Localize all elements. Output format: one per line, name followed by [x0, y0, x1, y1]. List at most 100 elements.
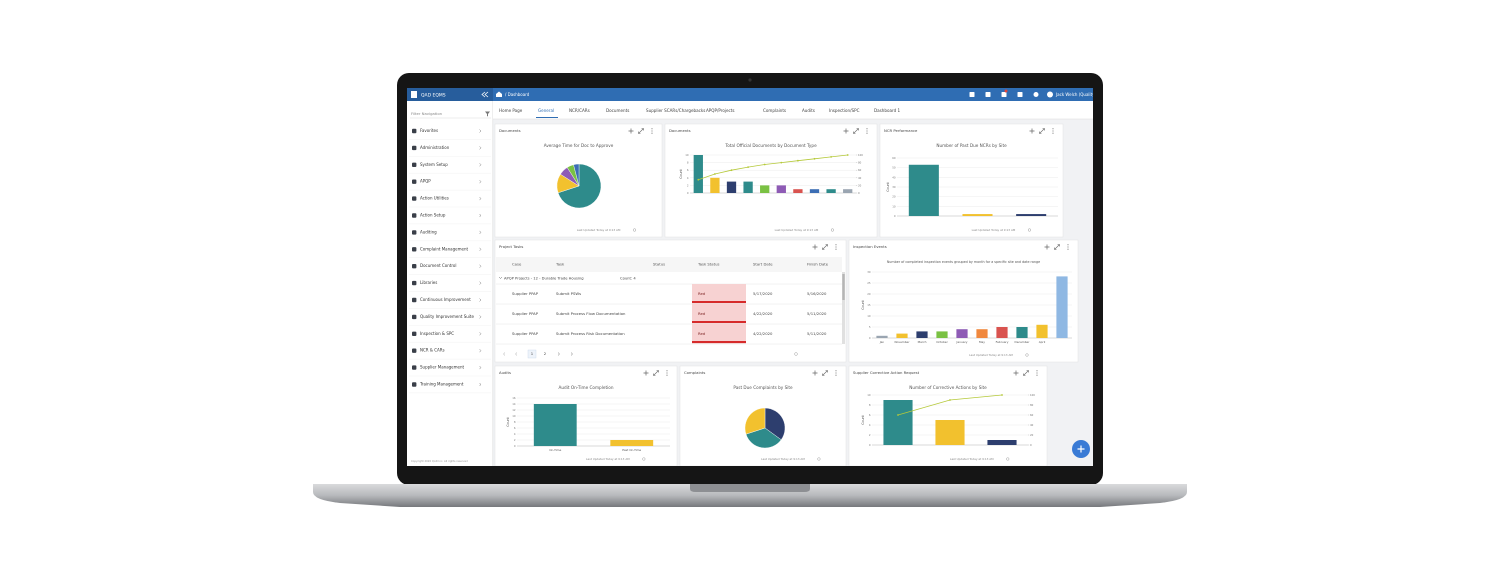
menu-dot[interactable]: [1067, 244, 1069, 246]
nav-item[interactable]: Administration: [420, 145, 450, 150]
nav-item[interactable]: System Setup: [420, 162, 448, 167]
add-icon[interactable]: [1029, 128, 1035, 134]
toolbar-icon[interactable]: [1017, 92, 1023, 97]
menu-dot[interactable]: [1052, 130, 1054, 132]
nav-item[interactable]: Action Utilities: [420, 196, 449, 201]
toolbar-icon[interactable]: [1001, 92, 1007, 97]
column-header[interactable]: Start Date: [753, 262, 773, 267]
nav-item[interactable]: Document Control: [420, 263, 456, 268]
nav-item[interactable]: Action Setup: [420, 213, 446, 218]
tab[interactable]: NCR/CARs: [569, 108, 590, 113]
tab[interactable]: Supplier SCARs/Chargebacks: [646, 108, 705, 113]
nav-item[interactable]: APQP: [420, 179, 431, 184]
add-icon[interactable]: [1044, 244, 1050, 250]
menu-dot[interactable]: [1067, 248, 1069, 250]
menu-dot[interactable]: [866, 128, 868, 130]
refresh-icon[interactable]: [794, 352, 798, 356]
column-header[interactable]: Task Status: [697, 262, 720, 267]
fab-plus: [1077, 445, 1085, 453]
nav-item[interactable]: Quality Improvement Suite: [420, 314, 474, 319]
refresh-icon[interactable]: [830, 228, 834, 232]
refresh-icon[interactable]: [633, 228, 637, 232]
pager-arrows-right[interactable]: [557, 352, 573, 356]
add-icon[interactable]: [643, 370, 649, 376]
refresh-icon[interactable]: [1006, 457, 1010, 461]
menu-dot[interactable]: [1036, 370, 1038, 372]
home-icon[interactable]: [496, 91, 502, 98]
collapse-icon[interactable]: [481, 91, 489, 98]
tab[interactable]: Inspection/SPC: [829, 108, 860, 113]
x-tick-label: April: [1039, 340, 1046, 344]
expand-icon[interactable]: [853, 128, 859, 134]
add-icon[interactable]: [1013, 370, 1019, 376]
nav-item[interactable]: Continuous Improvement: [420, 297, 471, 302]
toolbar-icon[interactable]: [985, 92, 991, 97]
add-icon[interactable]: [843, 128, 849, 134]
tab[interactable]: General: [538, 108, 554, 113]
menu-dot[interactable]: [866, 132, 868, 134]
menu-dot[interactable]: [651, 132, 653, 134]
nav-item[interactable]: Favorites: [420, 128, 438, 133]
expand-icon[interactable]: [638, 128, 644, 134]
menu-dot[interactable]: [1052, 128, 1054, 130]
nav-item[interactable]: Complaint Management: [420, 246, 469, 251]
page-number[interactable]: 1: [531, 351, 534, 356]
menu-dot[interactable]: [1067, 246, 1069, 248]
refresh-icon[interactable]: [817, 457, 821, 461]
menu-dot[interactable]: [835, 370, 837, 372]
page-number[interactable]: 2: [544, 351, 547, 356]
add-icon[interactable]: [812, 370, 818, 376]
nav-item[interactable]: Inspection & SPC: [420, 331, 454, 336]
nav-item[interactable]: Supplier Management: [420, 365, 465, 370]
refresh-icon[interactable]: [642, 457, 646, 461]
nav-item[interactable]: Auditing: [420, 229, 437, 234]
menu-dot[interactable]: [666, 372, 668, 374]
menu-dot[interactable]: [651, 130, 653, 132]
tab[interactable]: Dashboard 1: [874, 108, 901, 113]
menu-dot[interactable]: [835, 244, 837, 246]
add-icon[interactable]: [812, 244, 818, 250]
expand-icon[interactable]: [1039, 128, 1045, 134]
add-icon[interactable]: [628, 128, 634, 134]
y2-tick-label: 20: [1030, 433, 1034, 437]
toolbar-icon[interactable]: [969, 92, 975, 97]
expand-icon[interactable]: [1023, 370, 1029, 376]
column-header[interactable]: Task: [555, 262, 565, 267]
y-tick-label: 10: [867, 314, 871, 318]
column-header[interactable]: Status: [653, 262, 665, 267]
tab[interactable]: Audits: [802, 108, 815, 113]
expand-icon[interactable]: [653, 370, 659, 376]
line-point: [949, 399, 951, 401]
menu-dot[interactable]: [1036, 374, 1038, 376]
expand-icon[interactable]: [1054, 244, 1060, 250]
column-header[interactable]: Case: [512, 262, 522, 267]
menu-dot[interactable]: [666, 374, 668, 376]
filter-input[interactable]: Filter Navigation: [411, 111, 443, 116]
menu-dot[interactable]: [835, 246, 837, 248]
menu-dot[interactable]: [835, 248, 837, 250]
menu-dot[interactable]: [1052, 132, 1054, 134]
nav-item[interactable]: Libraries: [420, 280, 437, 285]
column-header[interactable]: Finish Date: [807, 262, 829, 267]
menu-dot[interactable]: [866, 130, 868, 132]
tab[interactable]: Home Page: [499, 108, 523, 113]
avatar[interactable]: [1047, 91, 1053, 98]
menu-dot[interactable]: [666, 370, 668, 372]
expand-icon[interactable]: [822, 370, 828, 376]
menu-dot[interactable]: [651, 128, 653, 130]
refresh-icon[interactable]: [1027, 228, 1031, 232]
refresh-icon[interactable]: [1025, 353, 1029, 357]
menu-dot[interactable]: [835, 374, 837, 376]
nav-item[interactable]: NCR & CARs: [420, 348, 445, 353]
y-tick-label: 4: [869, 423, 871, 427]
toolbar-icon[interactable]: [1033, 92, 1039, 97]
group-count: Count: 4: [620, 277, 636, 281]
menu-dot[interactable]: [1036, 372, 1038, 374]
menu-dot[interactable]: [835, 372, 837, 374]
tab[interactable]: APQP/Projects: [706, 108, 734, 113]
tab[interactable]: Documents: [606, 108, 629, 113]
pager-arrows-left[interactable]: [503, 352, 518, 356]
expand-icon[interactable]: [822, 244, 828, 250]
tab[interactable]: Complaints: [763, 108, 786, 113]
nav-item[interactable]: Training Management: [419, 382, 464, 387]
